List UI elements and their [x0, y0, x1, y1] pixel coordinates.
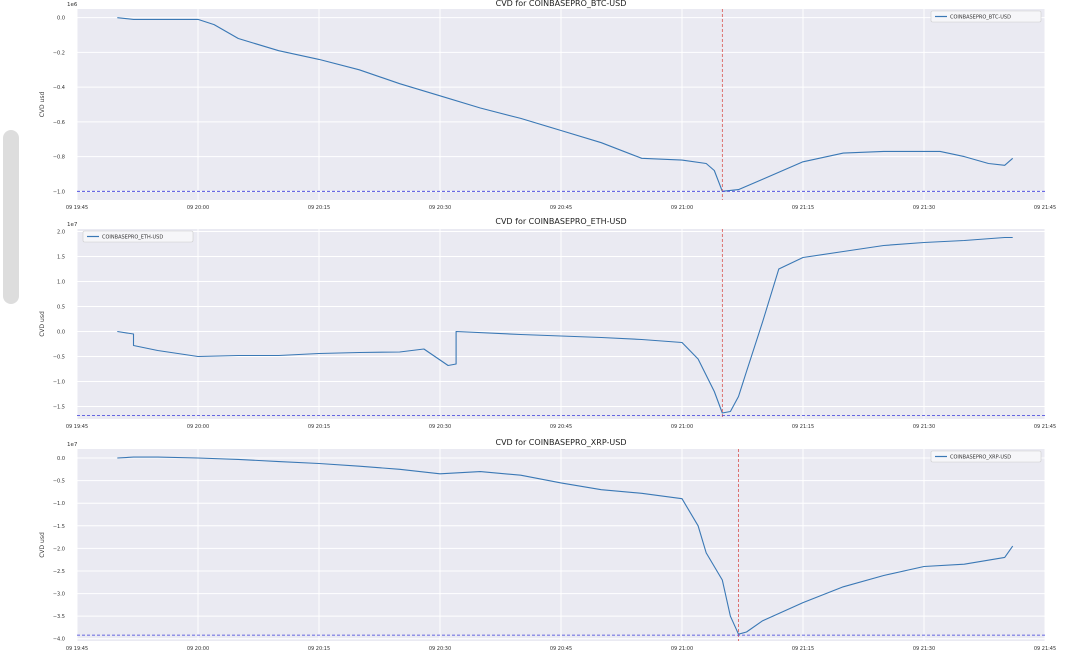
y-tick-label: 1.5 [57, 255, 65, 261]
x-tick-label: 09 21:45 [1034, 646, 1056, 652]
chart-title: CVD for COINBASEPRO_ETH-USD [495, 217, 626, 226]
x-tick-label: 09 20:30 [429, 646, 451, 652]
x-tick-label: 09 20:15 [308, 646, 330, 652]
x-tick-label: 09 20:15 [308, 205, 330, 211]
x-tick-label: 09 21:15 [792, 424, 814, 430]
y-axis-label: CVD usd [39, 532, 46, 558]
chart-xrp: CVD usd 0.0 −0.5 −1.0 −1.5 −2.0 −2.5 −3.0 −3.5 −… [39, 438, 1056, 652]
x-tick-label: 09 20:45 [550, 646, 572, 652]
y-tick-label: −1.5 [53, 405, 65, 411]
series-line [117, 17, 1014, 192]
x-tick-label: 09 21:15 [792, 646, 814, 652]
x-tick-label: 09 21:30 [913, 424, 935, 430]
y-tick-label: −0.5 [53, 355, 65, 361]
y-tick-label: −4.0 [53, 637, 65, 643]
y-tick-label: −1.0 [53, 189, 65, 195]
x-tick-label: 09 20:30 [429, 424, 451, 430]
x-tick-label: 09 20:00 [187, 424, 209, 430]
x-tick-label: 09 19:45 [66, 646, 88, 652]
x-tick-label: 09 21:30 [913, 646, 935, 652]
legend-label: COINBASEPRO_BTC-USD [950, 15, 1011, 21]
y-tick-label: −1.5 [53, 524, 65, 530]
x-tick-label: 09 21:00 [671, 205, 693, 211]
y-tick-label: −3.0 [53, 592, 65, 598]
scrollbar[interactable] [3, 130, 19, 304]
y-tick-label: −0.2 [53, 50, 65, 56]
x-tick-label: 09 20:00 [187, 646, 209, 652]
x-tick-label: 09 20:00 [187, 205, 209, 211]
series-line [117, 456, 1014, 635]
x-tick-label: 09 21:45 [1034, 424, 1056, 430]
legend-box [930, 450, 1042, 463]
x-tick-label: 09 21:15 [792, 205, 814, 211]
y-axis-label: CVD usd [39, 311, 46, 337]
series-line [117, 236, 1013, 414]
y-tick-label: 0.0 [57, 16, 65, 22]
y-tick-label: −3.5 [53, 614, 65, 620]
y-multiplier: 1e6 [67, 2, 78, 8]
y-tick-label: −1.0 [53, 380, 65, 386]
x-tick-label: 09 20:45 [550, 424, 572, 430]
y-tick-label: −2.0 [53, 546, 65, 552]
x-tick-label: 09 21:30 [913, 205, 935, 211]
x-tick-label: 09 21:00 [671, 646, 693, 652]
legend-box [930, 10, 1042, 23]
x-tick-label: 09 19:45 [66, 424, 88, 430]
legend-label: COINBASEPRO_ETH-USD [102, 235, 163, 241]
chart-title: CVD for COINBASEPRO_XRP-USD [496, 438, 627, 447]
y-tick-label: −0.4 [53, 85, 65, 91]
y-multiplier: 1e7 [67, 222, 78, 228]
y-tick-label: −1.0 [53, 501, 65, 507]
x-tick-label: 09 21:45 [1034, 205, 1056, 211]
chart-title: CVD for COINBASEPRO_BTC-USD [496, 0, 627, 8]
x-tick-label: 09 19:45 [66, 205, 88, 211]
y-tick-label: −0.5 [53, 479, 65, 485]
y-tick-label: 1.0 [57, 280, 65, 286]
legend-label: COINBASEPRO_XRP-USD [950, 455, 1011, 461]
x-tick-label: 09 20:30 [429, 205, 451, 211]
legend-box [82, 230, 194, 243]
y-multiplier: 1e7 [67, 442, 78, 448]
x-tick-label: 09 20:15 [308, 424, 330, 430]
y-tick-label: 0.0 [57, 330, 65, 336]
chart-eth: CVD usd 2.0 1.5 1.0 0.5 0.0 −0.5 −1.0 −1.5 09 19… [39, 217, 1056, 430]
y-tick-label: −0.6 [53, 120, 65, 126]
y-axis-label: CVD usd [39, 92, 46, 118]
chart-btc: CVD usd 0.0 −0.2 −0.4 −0.6 −0.8 −1.0 09 19:45 0… [39, 0, 1056, 211]
x-tick-label: 09 20:45 [550, 205, 572, 211]
y-tick-label: −2.5 [53, 569, 65, 575]
y-tick-label: 0.5 [57, 305, 65, 311]
y-tick-label: 0.0 [57, 456, 65, 462]
x-tick-label: 09 21:00 [671, 424, 693, 430]
y-tick-label: 2.0 [57, 230, 65, 236]
y-tick-label: −0.8 [53, 155, 65, 161]
